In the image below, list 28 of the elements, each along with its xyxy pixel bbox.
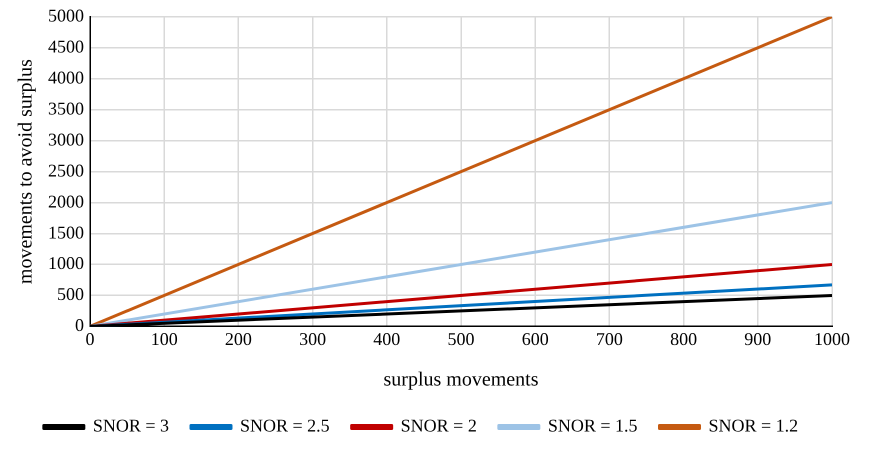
legend-label: SNOR = 1.5 (548, 416, 638, 436)
x-tick-label: 600 (522, 328, 549, 349)
x-tick-label: 900 (744, 328, 772, 349)
y-tick-label: 3000 (48, 129, 84, 150)
legend-label: SNOR = 2 (400, 416, 477, 436)
y-tick-label: 2500 (48, 160, 84, 180)
x-tick-label: 400 (373, 328, 400, 349)
x-tick-label: 700 (596, 328, 623, 349)
y-tick-label: 4000 (48, 67, 84, 88)
legend-label: SNOR = 1.2 (708, 416, 798, 436)
y-tick-label: 2000 (48, 191, 84, 212)
y-tick-label: 1500 (48, 222, 84, 242)
x-tick-label: 100 (150, 328, 178, 349)
x-tick-label: 200 (224, 328, 252, 349)
y-axis-title: movements to avoid surplus (14, 58, 36, 284)
y-tick-label: 1000 (48, 253, 84, 274)
legend-label: SNOR = 2.5 (240, 416, 330, 436)
y-tick-label: 5000 (48, 6, 84, 26)
x-tick-label: 500 (448, 328, 474, 349)
x-axis-title: surplus movements (384, 368, 539, 390)
x-tick-label: 1000 (814, 328, 850, 349)
x-tick-label: 800 (670, 328, 698, 349)
y-tick-label: 4500 (48, 36, 84, 56)
x-tick-label: 300 (299, 328, 326, 349)
y-tick-label: 3500 (48, 98, 84, 118)
y-tick-label: 500 (57, 284, 84, 304)
y-tick-label: 0 (75, 315, 84, 336)
legend-label: SNOR = 3 (92, 416, 170, 436)
